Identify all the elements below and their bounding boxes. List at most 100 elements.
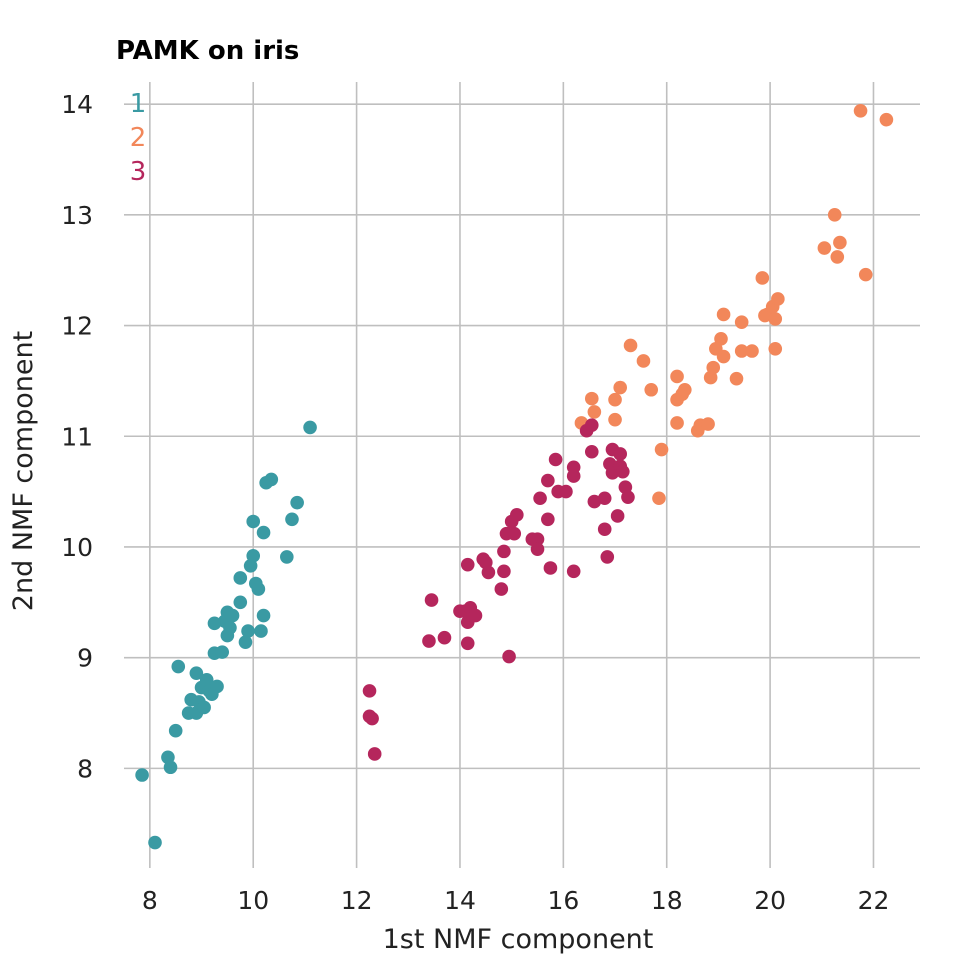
data-point — [597, 491, 612, 506]
data-point — [494, 582, 509, 596]
data-point — [246, 549, 261, 563]
y-tick-label: 8 — [77, 754, 93, 783]
data-point — [481, 565, 496, 580]
data-point — [734, 315, 749, 330]
data-point — [584, 418, 599, 432]
data-point — [610, 509, 625, 523]
data-point — [566, 564, 581, 579]
data-point — [584, 391, 599, 406]
data-point — [215, 645, 230, 659]
grid — [124, 82, 920, 868]
x-tick-label: 8 — [142, 886, 158, 915]
data-point — [654, 442, 669, 457]
data-point — [706, 360, 721, 375]
data-point — [171, 659, 186, 674]
data-point — [168, 723, 183, 738]
data-point — [879, 112, 894, 127]
data-point — [502, 649, 516, 664]
data-point — [233, 571, 248, 585]
y-tick-label: 9 — [77, 644, 93, 673]
data-point — [362, 684, 377, 698]
data-point — [424, 593, 439, 607]
data-points — [135, 103, 894, 850]
data-point — [238, 635, 253, 649]
data-point — [587, 405, 602, 419]
data-point — [817, 241, 832, 255]
data-point — [199, 673, 214, 687]
data-point — [587, 494, 602, 509]
data-point — [233, 595, 248, 610]
data-point — [256, 525, 271, 540]
data-point — [210, 679, 224, 694]
data-point — [246, 514, 261, 529]
y-tick-label: 12 — [61, 312, 93, 341]
data-point — [584, 444, 599, 459]
data-point — [223, 620, 237, 635]
data-point — [365, 711, 379, 726]
data-point — [225, 608, 240, 623]
data-point — [745, 344, 759, 358]
y-tick-label: 10 — [61, 533, 93, 562]
data-point — [135, 768, 149, 782]
x-tick-label: 20 — [754, 886, 786, 915]
data-point — [207, 616, 222, 631]
data-point — [716, 307, 731, 322]
x-tick-label: 14 — [444, 886, 476, 915]
series-3 — [362, 418, 635, 761]
data-point — [597, 522, 612, 537]
data-point — [636, 354, 651, 368]
data-point — [437, 630, 452, 645]
data-point — [254, 624, 268, 638]
data-point — [608, 392, 622, 407]
data-point — [251, 582, 266, 596]
data-point — [548, 452, 563, 467]
x-axis-ticks: 8 10 12 14 16 18 20 22 — [142, 886, 889, 915]
data-point — [600, 550, 615, 564]
data-point — [285, 512, 299, 527]
legend-label: 1 — [130, 89, 147, 119]
data-point — [652, 491, 666, 506]
x-tick-label: 22 — [858, 886, 890, 915]
data-point — [613, 447, 628, 461]
data-point — [497, 544, 511, 559]
data-point — [367, 747, 382, 761]
data-point — [716, 349, 731, 364]
data-point — [533, 491, 547, 506]
data-point — [858, 267, 873, 282]
data-point — [608, 412, 622, 427]
data-point — [670, 369, 684, 384]
y-axis-ticks: 8 9 10 11 12 13 14 — [61, 90, 93, 783]
data-point — [290, 495, 304, 510]
data-point — [621, 490, 635, 504]
data-point — [729, 371, 744, 386]
data-point — [460, 636, 475, 651]
data-point — [613, 380, 628, 395]
data-point — [768, 312, 783, 326]
data-point — [197, 700, 211, 715]
data-point — [264, 472, 279, 487]
y-tick-label: 13 — [61, 201, 93, 230]
data-point — [827, 208, 842, 222]
data-point — [163, 760, 178, 775]
data-point — [497, 564, 511, 579]
data-point — [670, 416, 684, 430]
legend-label: 3 — [130, 157, 147, 187]
legend: 1 2 3 — [130, 89, 147, 187]
data-point — [241, 624, 255, 638]
data-point — [303, 420, 317, 435]
data-point — [543, 561, 558, 575]
data-point — [510, 508, 524, 522]
data-point — [559, 484, 573, 499]
data-point — [771, 292, 785, 306]
data-point — [530, 532, 545, 547]
series-1 — [135, 420, 317, 850]
data-point — [541, 473, 555, 488]
x-tick-label: 18 — [651, 886, 683, 915]
y-tick-label: 11 — [61, 422, 93, 451]
x-tick-label: 12 — [341, 886, 373, 915]
y-axis-title: 2nd NMF component — [8, 331, 39, 611]
data-point — [833, 235, 847, 250]
y-tick-label: 14 — [61, 90, 93, 119]
data-point — [468, 608, 483, 623]
